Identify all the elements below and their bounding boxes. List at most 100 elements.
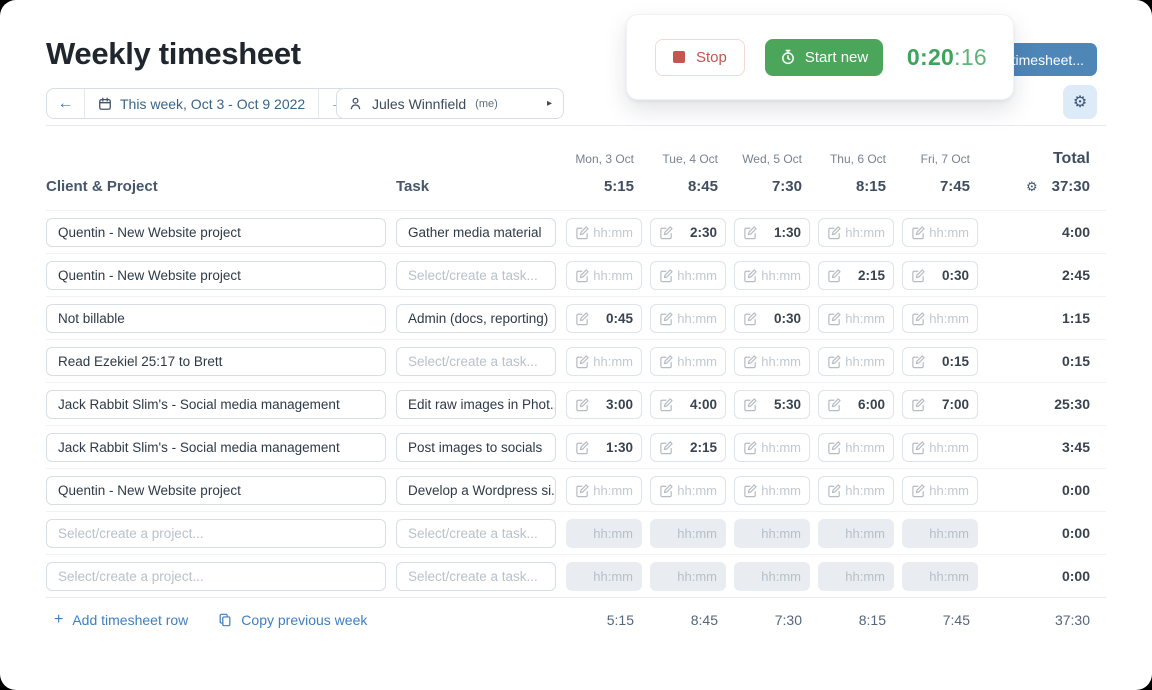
task-input[interactable]: Develop a Wordpress si... <box>396 475 556 505</box>
day-cell: 2:15 <box>650 432 726 462</box>
time-input: hh:mm <box>734 518 810 548</box>
time-input[interactable]: hh:mm <box>566 217 642 247</box>
task-input[interactable]: Admin (docs, reporting) <box>396 303 556 333</box>
project-input[interactable]: Select/create a project... <box>46 561 386 591</box>
project-input[interactable]: Read Ezekiel 25:17 to Brett <box>46 346 386 376</box>
time-input[interactable]: hh:mm <box>734 432 810 462</box>
time-input[interactable]: hh:mm <box>650 260 726 290</box>
time-input[interactable]: 0:15 <box>902 346 978 376</box>
time-input[interactable]: 5:30 <box>734 389 810 419</box>
edit-icon <box>827 483 842 498</box>
time-value: hh:mm <box>929 310 969 326</box>
time-input[interactable]: 0:45 <box>566 303 642 333</box>
edit-icon <box>575 268 590 283</box>
task-input[interactable]: Select/create a task... <box>396 260 556 290</box>
time-input: hh:mm <box>566 561 642 591</box>
person-picker[interactable]: Jules Winnfield (me) ▸ <box>336 88 564 119</box>
day-header-total: 8:15 <box>855 177 886 195</box>
project-input[interactable]: Quentin - New Website project <box>46 217 386 247</box>
project-cell: Not billable <box>46 303 386 333</box>
project-input[interactable]: Not billable <box>46 303 386 333</box>
day-cell: 0:45 <box>566 303 642 333</box>
time-input[interactable]: 4:00 <box>650 389 726 419</box>
time-input[interactable]: hh:mm <box>566 475 642 505</box>
task-input[interactable]: Select/create a task... <box>396 518 556 548</box>
time-input[interactable]: hh:mm <box>818 303 894 333</box>
time-value: hh:mm <box>677 525 717 541</box>
time-input[interactable]: 2:30 <box>650 217 726 247</box>
start-new-timer-button[interactable]: Start new <box>764 38 884 76</box>
task-input[interactable]: Select/create a task... <box>396 346 556 376</box>
project-input[interactable]: Jack Rabbit Slim's - Social media manage… <box>46 432 386 462</box>
time-input[interactable]: hh:mm <box>650 475 726 505</box>
time-input[interactable]: hh:mm <box>818 475 894 505</box>
time-input[interactable]: hh:mm <box>650 303 726 333</box>
week-selector[interactable]: This week, Oct 3 - Oct 9 2022 <box>84 89 320 118</box>
time-value: hh:mm <box>845 568 885 584</box>
day-labels: Mon, 3 Oct Tue, 4 Oct Wed, 5 Oct Thu, 6 Oct… <box>566 152 986 166</box>
day-cell: hh:mm <box>734 432 810 462</box>
project-cell: Select/create a project... <box>46 518 386 548</box>
project-input[interactable]: Quentin - New Website project <box>46 260 386 290</box>
day-cell: hh:mm <box>818 217 894 247</box>
project-input[interactable]: Jack Rabbit Slim's - Social media manage… <box>46 389 386 419</box>
project-input[interactable]: Select/create a project... <box>46 518 386 548</box>
edit-icon <box>911 311 926 326</box>
task-input[interactable]: Select/create a task... <box>396 561 556 591</box>
time-input[interactable]: hh:mm <box>818 346 894 376</box>
time-value: hh:mm <box>593 525 633 541</box>
time-input[interactable]: hh:mm <box>902 432 978 462</box>
time-input[interactable]: 2:15 <box>650 432 726 462</box>
time-input[interactable]: hh:mm <box>650 346 726 376</box>
time-input[interactable]: hh:mm <box>902 217 978 247</box>
time-input[interactable]: 3:00 <box>566 389 642 419</box>
time-input[interactable]: 7:00 <box>902 389 978 419</box>
time-input[interactable]: 0:30 <box>734 303 810 333</box>
timer-popover: Stop Start new 0:20:16 <box>626 14 1014 100</box>
time-value: 2:15 <box>689 439 717 455</box>
time-value: 0:30 <box>941 267 969 283</box>
time-input[interactable]: hh:mm <box>734 346 810 376</box>
time-value: hh:mm <box>761 568 801 584</box>
day-cell: hh:mm <box>734 475 810 505</box>
timesheet-rows: Quentin - New Website project Gather medi… <box>46 210 1106 597</box>
time-input[interactable]: 1:30 <box>566 432 642 462</box>
time-input[interactable]: hh:mm <box>734 475 810 505</box>
task-input[interactable]: Post images to socials <box>396 432 556 462</box>
time-input[interactable]: 2:15 <box>818 260 894 290</box>
time-input[interactable]: 0:30 <box>902 260 978 290</box>
time-input[interactable]: 1:30 <box>734 217 810 247</box>
task-input[interactable]: Edit raw images in Phot... <box>396 389 556 419</box>
client-project-column-header: Client & Project <box>46 177 158 195</box>
time-input: hh:mm <box>902 518 978 548</box>
time-input[interactable]: hh:mm <box>902 475 978 505</box>
settings-button[interactable]: ⚙ <box>1063 85 1097 119</box>
edit-icon <box>575 397 590 412</box>
stop-timer-button[interactable]: Stop <box>655 38 745 76</box>
row-total: 25:30 <box>1054 396 1090 412</box>
task-input[interactable]: Gather media material <box>396 217 556 247</box>
column-settings-gear-icon[interactable]: ⚙ <box>1025 178 1038 194</box>
timesheet-row: Quentin - New Website project Develop a W… <box>46 468 1106 511</box>
time-input[interactable]: 6:00 <box>818 389 894 419</box>
time-input[interactable]: hh:mm <box>902 303 978 333</box>
edit-icon <box>743 268 758 283</box>
time-input[interactable]: hh:mm <box>566 346 642 376</box>
copy-previous-week-button[interactable]: Copy previous week <box>218 612 367 628</box>
project-input[interactable]: Quentin - New Website project <box>46 475 386 505</box>
time-value: hh:mm <box>929 224 969 240</box>
time-input[interactable]: hh:mm <box>734 260 810 290</box>
task-cell: Select/create a task... <box>396 346 556 376</box>
time-value: hh:mm <box>593 353 633 369</box>
timesheet-row: Not billable Admin (docs, reporting) 0:45 h… <box>46 296 1106 339</box>
row-total: 0:15 <box>1061 353 1090 369</box>
time-value: hh:mm <box>845 310 885 326</box>
time-input[interactable]: hh:mm <box>566 260 642 290</box>
add-timesheet-row-button[interactable]: + Add timesheet row <box>54 611 188 629</box>
time-value: hh:mm <box>593 568 633 584</box>
time-input[interactable]: hh:mm <box>818 217 894 247</box>
time-value: hh:mm <box>761 525 801 541</box>
time-input[interactable]: hh:mm <box>818 432 894 462</box>
previous-week-button[interactable]: ← <box>57 94 74 112</box>
timesheet-row: Quentin - New Website project Gather medi… <box>46 210 1106 253</box>
